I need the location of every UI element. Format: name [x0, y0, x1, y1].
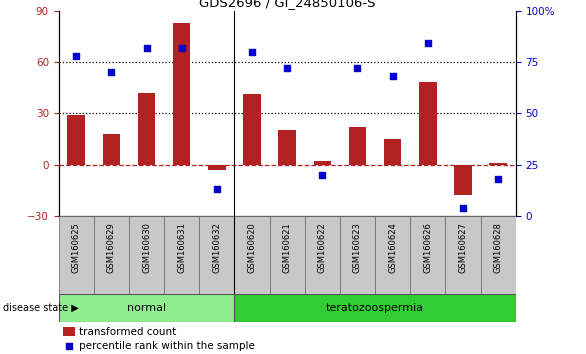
Text: percentile rank within the sample: percentile rank within the sample	[79, 341, 255, 351]
Point	[318, 172, 327, 178]
Bar	[489, 163, 507, 165]
Bar	[63, 327, 74, 336]
Point	[423, 41, 432, 46]
Point	[282, 65, 292, 71]
Bar	[314, 161, 331, 165]
Bar	[129, 216, 164, 294]
Bar	[243, 95, 261, 165]
Bar	[375, 216, 410, 294]
Text: disease state ▶: disease state ▶	[3, 303, 79, 313]
Bar	[173, 23, 190, 165]
Bar	[138, 93, 155, 165]
Bar	[481, 216, 516, 294]
Text: normal: normal	[127, 303, 166, 313]
Bar	[59, 216, 94, 294]
Text: GSM160620: GSM160620	[247, 222, 257, 273]
Point	[177, 45, 186, 50]
Point	[493, 176, 503, 182]
Bar	[199, 216, 234, 294]
Bar	[234, 294, 516, 322]
Bar	[419, 82, 437, 165]
Text: GSM160629: GSM160629	[107, 222, 116, 273]
Bar	[67, 115, 85, 165]
Point	[247, 49, 257, 55]
Bar	[340, 216, 375, 294]
Text: GSM160628: GSM160628	[493, 222, 503, 273]
Text: GSM160627: GSM160627	[458, 222, 468, 273]
Bar	[103, 134, 120, 165]
Point	[388, 74, 397, 79]
Point	[458, 205, 468, 211]
Text: GSM160632: GSM160632	[212, 222, 222, 273]
Text: teratozoospermia: teratozoospermia	[326, 303, 424, 313]
Point	[142, 45, 151, 50]
Bar	[234, 216, 270, 294]
Bar	[445, 216, 481, 294]
Text: GSM160631: GSM160631	[177, 222, 186, 273]
Bar	[454, 165, 472, 195]
Bar	[270, 216, 305, 294]
Text: GSM160621: GSM160621	[282, 222, 292, 273]
Bar	[349, 127, 366, 165]
Point	[107, 69, 116, 75]
Text: transformed count: transformed count	[79, 327, 176, 337]
Bar	[164, 216, 199, 294]
Bar	[208, 165, 226, 170]
Bar	[305, 216, 340, 294]
Text: GSM160630: GSM160630	[142, 222, 151, 273]
Bar	[278, 130, 296, 165]
Point	[64, 343, 73, 349]
Text: GSM160624: GSM160624	[388, 222, 397, 273]
Title: GDS2696 / GI_24850106-S: GDS2696 / GI_24850106-S	[199, 0, 376, 10]
Bar	[410, 216, 445, 294]
Bar	[94, 216, 129, 294]
Text: GSM160623: GSM160623	[353, 222, 362, 273]
Point	[212, 187, 222, 192]
Text: GSM160622: GSM160622	[318, 222, 327, 273]
Text: GSM160626: GSM160626	[423, 222, 432, 273]
Bar	[384, 139, 401, 165]
Point	[71, 53, 81, 59]
Bar	[59, 294, 234, 322]
Text: GSM160625: GSM160625	[71, 222, 81, 273]
Point	[353, 65, 362, 71]
